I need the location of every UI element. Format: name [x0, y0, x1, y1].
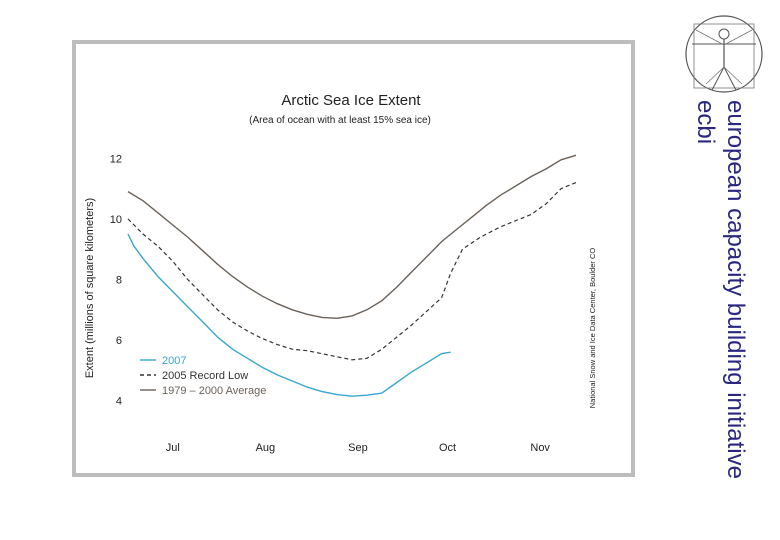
y-axis-label: Extent (millions of square kilometers)	[84, 198, 96, 378]
y-tick-label: 6	[116, 335, 122, 347]
y-tick-label: 12	[110, 153, 122, 165]
x-tick-label: Nov	[530, 442, 550, 454]
x-tick-label: Jul	[166, 442, 180, 454]
organization-name: european capacity building initiative	[722, 100, 749, 479]
x-axis-ticks: Jul Aug Sep Oct Nov	[166, 442, 551, 454]
chart-panel: Arctic Sea Ice Extent (Area of ocean wit…	[76, 44, 631, 473]
legend: 2007 2005 Record Low 1979 – 2000 Average	[140, 355, 266, 397]
legend-label: 1979 – 2000 Average	[162, 385, 266, 397]
sea-ice-extent-chart: Arctic Sea Ice Extent (Area of ocean wit…	[84, 92, 597, 454]
series-layer	[127, 154, 577, 397]
chart-title: Arctic Sea Ice Extent	[281, 92, 421, 109]
y-tick-label: 8	[116, 275, 122, 287]
series-line-2	[127, 181, 577, 361]
x-tick-label: Aug	[256, 442, 276, 454]
legend-label: 2007	[162, 355, 186, 367]
series-line-1	[127, 233, 451, 397]
vitruvian-man-icon	[682, 12, 766, 96]
series-line-3	[127, 154, 577, 320]
organization-acronym: ecbi	[692, 100, 719, 145]
legend-label: 2005 Record Low	[162, 370, 248, 382]
x-tick-label: Sep	[348, 442, 368, 454]
y-tick-label: 4	[116, 396, 122, 408]
chart-subtitle: (Area of ocean with at least 15% sea ice…	[249, 115, 431, 126]
y-tick-label: 10	[110, 214, 122, 226]
organization-banner: european capacity building initiative ec…	[692, 100, 757, 520]
y-axis-ticks: 4 6 8 10 12	[110, 153, 122, 407]
x-tick-label: Oct	[439, 442, 456, 454]
credit-label: National Snow and Ice Data Center, Bould…	[588, 248, 597, 409]
